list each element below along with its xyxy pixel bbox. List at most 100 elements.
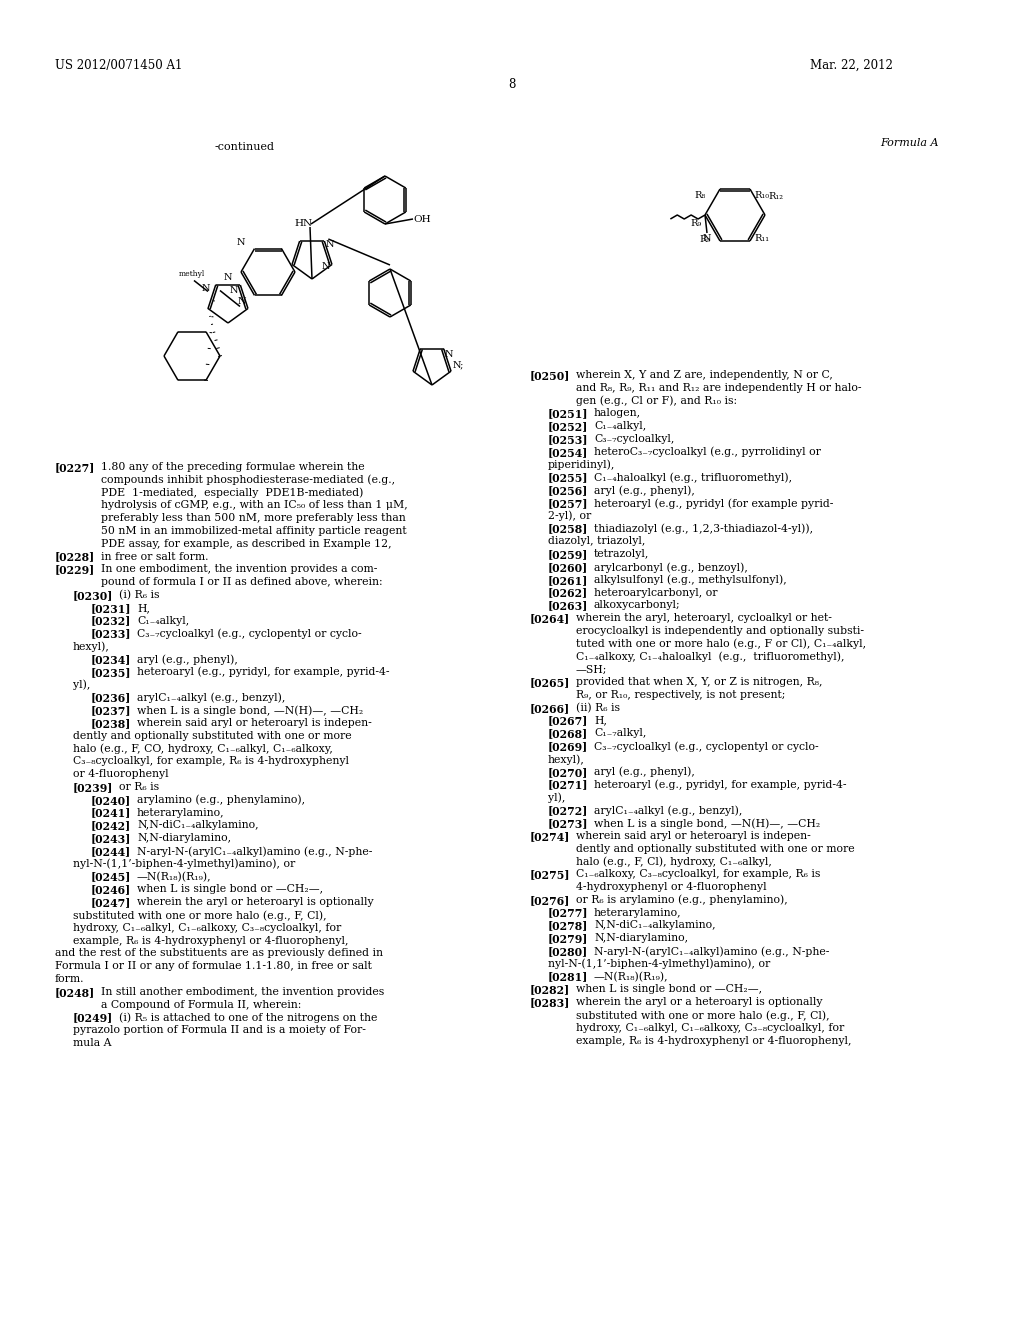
- Text: [0264]: [0264]: [530, 614, 570, 624]
- Text: [0247]: [0247]: [91, 898, 131, 908]
- Text: [0275]: [0275]: [530, 869, 570, 880]
- Text: [0280]: [0280]: [548, 946, 588, 957]
- Text: dently and optionally substituted with one or more: dently and optionally substituted with o…: [73, 731, 351, 741]
- Text: nyl-N-(1,1’-biphen-4-ylmethyl)amino), or: nyl-N-(1,1’-biphen-4-ylmethyl)amino), or: [73, 859, 295, 870]
- Text: In one embodiment, the invention provides a com-: In one embodiment, the invention provide…: [101, 565, 378, 574]
- Text: [0282]: [0282]: [530, 985, 570, 995]
- Text: OH: OH: [413, 215, 431, 224]
- Text: N;: N;: [453, 360, 465, 370]
- Text: [0276]: [0276]: [530, 895, 570, 906]
- Text: [0244]: [0244]: [91, 846, 131, 857]
- Text: heterarylamino,: heterarylamino,: [594, 908, 682, 917]
- Text: N: N: [202, 284, 211, 293]
- Text: yl),: yl),: [73, 680, 90, 690]
- Text: [0227]: [0227]: [55, 462, 95, 473]
- Text: arylC₁₋₄alkyl (e.g., benzyl),: arylC₁₋₄alkyl (e.g., benzyl),: [137, 693, 286, 704]
- Text: [0240]: [0240]: [91, 795, 131, 805]
- Text: [0273]: [0273]: [548, 818, 589, 829]
- Text: [0268]: [0268]: [548, 729, 588, 739]
- Text: wherein said aryl or heteroaryl is indepen-: wherein said aryl or heteroaryl is indep…: [137, 718, 372, 729]
- Text: arylC₁₋₄alkyl (e.g., benzyl),: arylC₁₋₄alkyl (e.g., benzyl),: [594, 805, 742, 816]
- Text: [0252]: [0252]: [548, 421, 589, 432]
- Text: N: N: [238, 297, 246, 306]
- Text: [0260]: [0260]: [548, 562, 588, 573]
- Text: [0234]: [0234]: [91, 653, 131, 665]
- Text: N,N-diC₁₋₄alkylamino,: N,N-diC₁₋₄alkylamino,: [137, 821, 259, 830]
- Text: when L is single bond or —CH₂—,: when L is single bond or —CH₂—,: [137, 884, 324, 895]
- Text: —N(R₁₈)(R₁₉),: —N(R₁₈)(R₁₉),: [137, 871, 212, 882]
- Text: heteroaryl (e.g., pyridyl, for example, pyrid-4-: heteroaryl (e.g., pyridyl, for example, …: [594, 780, 847, 791]
- Text: C₁₋₄alkyl,: C₁₋₄alkyl,: [137, 615, 189, 626]
- Text: N-aryl-N-(arylC₁₋₄alkyl)amino (e.g., N-phe-: N-aryl-N-(arylC₁₋₄alkyl)amino (e.g., N-p…: [594, 946, 829, 957]
- Text: N: N: [444, 350, 454, 359]
- Text: [0231]: [0231]: [91, 603, 131, 614]
- Text: 1.80 any of the preceding formulae wherein the: 1.80 any of the preceding formulae where…: [101, 462, 365, 473]
- Text: PDE assay, for example, as described in Example 12,: PDE assay, for example, as described in …: [101, 539, 391, 549]
- Text: compounds inhibit phosphodiesterase-mediated (e.g.,: compounds inhibit phosphodiesterase-medi…: [101, 475, 395, 486]
- Text: in free or salt form.: in free or salt form.: [101, 552, 209, 561]
- Text: [0278]: [0278]: [548, 920, 589, 932]
- Text: R₁₁: R₁₁: [754, 235, 769, 243]
- Text: piperidinyl),: piperidinyl),: [548, 459, 615, 470]
- Text: N,N-diarylamino,: N,N-diarylamino,: [137, 833, 231, 843]
- Text: aryl (e.g., phenyl),: aryl (e.g., phenyl),: [137, 653, 238, 664]
- Text: [0238]: [0238]: [91, 718, 131, 729]
- Text: wherein X, Y and Z are, independently, N or C,: wherein X, Y and Z are, independently, N…: [575, 370, 833, 380]
- Text: [0245]: [0245]: [91, 871, 131, 883]
- Text: erocycloalkyl is independently and optionally substi-: erocycloalkyl is independently and optio…: [575, 626, 864, 636]
- Text: N: N: [322, 263, 330, 272]
- Text: wherein the aryl, heteroaryl, cycloalkyl or het-: wherein the aryl, heteroaryl, cycloalkyl…: [575, 614, 831, 623]
- Text: [0241]: [0241]: [91, 808, 131, 818]
- Text: -continued: -continued: [215, 143, 275, 152]
- Text: [0257]: [0257]: [548, 498, 589, 510]
- Text: [0233]: [0233]: [91, 628, 131, 639]
- Text: or 4-fluorophenyl: or 4-fluorophenyl: [73, 770, 169, 779]
- Text: [0249]: [0249]: [73, 1012, 114, 1023]
- Text: C₁₋₄alkyl,: C₁₋₄alkyl,: [594, 421, 646, 432]
- Text: N,N-diarylamino,: N,N-diarylamino,: [594, 933, 688, 944]
- Text: yl),: yl),: [548, 792, 565, 803]
- Text: [0279]: [0279]: [548, 933, 589, 944]
- Text: hexyl),: hexyl),: [73, 642, 110, 652]
- Text: halo (e.g., F, CO, hydroxy, C₁₋₆alkyl, C₁₋₆alkoxy,: halo (e.g., F, CO, hydroxy, C₁₋₆alkyl, C…: [73, 743, 333, 754]
- Text: 2-yl), or: 2-yl), or: [548, 511, 591, 521]
- Text: 4-hydroxyphenyl or 4-fluorophenyl: 4-hydroxyphenyl or 4-fluorophenyl: [575, 882, 767, 892]
- Text: [0274]: [0274]: [530, 830, 570, 842]
- Text: [0236]: [0236]: [91, 693, 131, 704]
- Text: form.: form.: [55, 974, 85, 983]
- Text: [0262]: [0262]: [548, 587, 588, 598]
- Text: N,N-diC₁₋₄alkylamino,: N,N-diC₁₋₄alkylamino,: [594, 920, 716, 931]
- Text: [0242]: [0242]: [91, 821, 131, 832]
- Text: C₃₋₈cycloalkyl, for example, R₆ is 4-hydroxyphenyl: C₃₋₈cycloalkyl, for example, R₆ is 4-hyd…: [73, 756, 349, 767]
- Text: when L is single bond or —CH₂—,: when L is single bond or —CH₂—,: [575, 985, 762, 994]
- Text: wherein the aryl or a heteroaryl is optionally: wherein the aryl or a heteroaryl is opti…: [575, 997, 822, 1007]
- Text: [0253]: [0253]: [548, 434, 589, 445]
- Text: [0254]: [0254]: [548, 446, 589, 458]
- Text: N: N: [237, 238, 246, 247]
- Text: C₃₋₇cycloalkyl (e.g., cyclopentyl or cyclo-: C₃₋₇cycloalkyl (e.g., cyclopentyl or cyc…: [594, 742, 818, 752]
- Text: methyl: methyl: [179, 271, 205, 279]
- Text: [0261]: [0261]: [548, 574, 589, 586]
- Text: R₉: R₉: [699, 235, 711, 244]
- Text: N: N: [229, 286, 239, 294]
- Text: N: N: [223, 273, 232, 282]
- Text: [0235]: [0235]: [91, 667, 131, 677]
- Text: R₉, or R₁₀, respectively, is not present;: R₉, or R₁₀, respectively, is not present…: [575, 690, 785, 700]
- Text: or R₆ is: or R₆ is: [119, 781, 159, 792]
- Text: preferably less than 500 nM, more preferably less than: preferably less than 500 nM, more prefer…: [101, 513, 406, 523]
- Text: 8: 8: [508, 78, 516, 91]
- Text: diazolyl, triazolyl,: diazolyl, triazolyl,: [548, 536, 645, 546]
- Text: [0269]: [0269]: [548, 742, 588, 752]
- Text: [0251]: [0251]: [548, 408, 589, 420]
- Text: N: N: [326, 240, 334, 249]
- Text: thiadiazolyl (e.g., 1,2,3-thiadiazol-4-yl)),: thiadiazolyl (e.g., 1,2,3-thiadiazol-4-y…: [594, 524, 813, 535]
- Text: a Compound of Formula II, wherein:: a Compound of Formula II, wherein:: [101, 999, 301, 1010]
- Text: example, R₆ is 4-hydroxyphenyl or 4-fluorophenyl,: example, R₆ is 4-hydroxyphenyl or 4-fluo…: [575, 1036, 852, 1045]
- Text: [0250]: [0250]: [530, 370, 570, 381]
- Text: Mar. 22, 2012: Mar. 22, 2012: [810, 58, 893, 71]
- Text: [0255]: [0255]: [548, 473, 589, 483]
- Text: heterarylamino,: heterarylamino,: [137, 808, 224, 817]
- Text: C₁₋₇alkyl,: C₁₋₇alkyl,: [594, 729, 646, 738]
- Text: and the rest of the substituents are as previously defined in: and the rest of the substituents are as …: [55, 948, 383, 958]
- Text: C₃₋₇cycloalkyl,: C₃₋₇cycloalkyl,: [594, 434, 675, 444]
